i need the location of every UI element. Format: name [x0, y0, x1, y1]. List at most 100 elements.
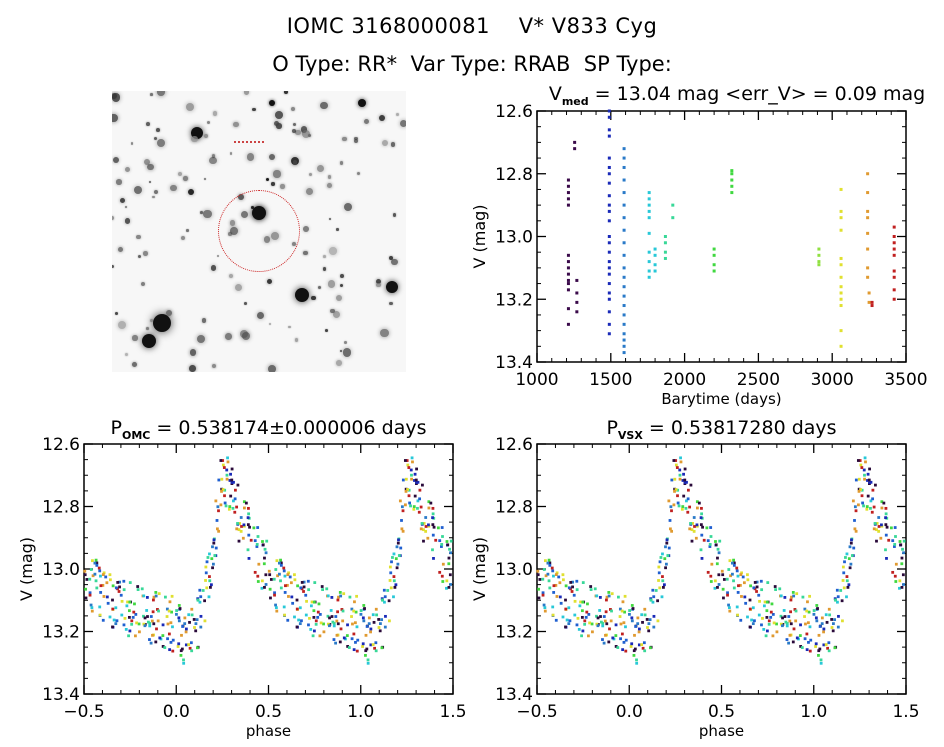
data-point [338, 640, 342, 644]
phase-chart-phase-vsx: −0.5 0.0 0.5 1.0 1.5 12.6 12.8 13.0 13.2 13.4 phas… [470, 435, 920, 740]
data-point [403, 459, 407, 462]
data-point [551, 569, 555, 573]
data-point [262, 562, 266, 566]
x-tick-label: 1.0 [347, 702, 374, 722]
data-point [727, 568, 731, 571]
data-point [548, 561, 552, 565]
data-point [161, 634, 165, 637]
data-point [564, 598, 567, 602]
data-point [332, 638, 336, 641]
data-point [90, 609, 94, 613]
star [323, 254, 327, 258]
data-point [401, 509, 405, 513]
data-point [449, 551, 452, 555]
data-point [362, 604, 366, 607]
data-point [206, 556, 210, 559]
data-point [395, 545, 399, 549]
data-point [152, 622, 156, 626]
data-point [637, 630, 641, 634]
data-point [781, 616, 784, 620]
data-point [575, 291, 579, 295]
data-point [265, 539, 269, 543]
data-point [607, 181, 611, 185]
x-axis-label: Barytime (days) [661, 390, 781, 408]
data-point [807, 610, 811, 614]
data-point [346, 623, 349, 627]
data-point [299, 586, 303, 590]
data-point [726, 591, 729, 595]
data-point [359, 609, 363, 612]
data-point [637, 627, 641, 631]
data-point [836, 625, 840, 629]
data-point [716, 556, 719, 560]
title-rest: = 0.538174±0.000006 days [150, 417, 427, 439]
data-point [835, 588, 839, 592]
data-point [289, 581, 293, 585]
data-point [603, 619, 607, 623]
data-point [630, 642, 634, 646]
data-point [309, 604, 313, 608]
series-season-1 [566, 140, 579, 326]
data-point [697, 501, 701, 505]
data-point [875, 539, 878, 543]
star [324, 328, 328, 332]
data-point [171, 649, 175, 653]
data-point [171, 625, 174, 629]
data-point [392, 552, 396, 556]
data-point [175, 609, 179, 612]
data-point [209, 583, 213, 587]
data-point [276, 574, 279, 578]
data-point [847, 557, 851, 561]
phase-chart-phase-omc: −0.5 0.0 0.5 1.0 1.5 12.6 12.8 13.0 13.2 13.4 phas… [17, 435, 467, 740]
star [268, 153, 275, 161]
data-point [88, 577, 92, 581]
data-point [892, 225, 896, 229]
data-point [416, 506, 419, 510]
star [154, 136, 158, 140]
data-point [684, 506, 688, 510]
data-point [678, 477, 682, 481]
data-point [884, 533, 888, 537]
data-point [746, 615, 749, 619]
data-point [108, 578, 112, 582]
x-tick-label: 3000 [811, 370, 854, 390]
data-point [154, 594, 158, 598]
star [207, 121, 211, 125]
data-point [730, 191, 734, 195]
data-point [882, 501, 886, 505]
star [311, 295, 316, 301]
data-point [212, 541, 216, 545]
data-point [283, 574, 287, 578]
data-point [692, 516, 696, 519]
data-point [566, 266, 570, 270]
data-point [819, 661, 823, 665]
data-point [672, 503, 676, 507]
data-point [570, 590, 574, 593]
data-point [808, 594, 812, 598]
data-point [247, 533, 251, 537]
data-point [827, 607, 831, 611]
data-point [618, 607, 622, 611]
data-point [223, 488, 227, 492]
phase-vsx-title: PVSX = 0.53817280 days [537, 417, 906, 442]
data-point [622, 216, 626, 220]
data-point [365, 647, 369, 651]
data-point [155, 627, 158, 631]
star [197, 335, 206, 344]
data-point [373, 646, 377, 650]
data-point [624, 625, 627, 629]
data-point [330, 596, 334, 599]
data-point [861, 501, 865, 505]
data-point [322, 630, 326, 634]
star [157, 91, 165, 96]
data-point [717, 573, 721, 577]
data-point [596, 624, 600, 628]
data-point [387, 599, 391, 603]
star [292, 160, 298, 165]
data-point [142, 594, 146, 598]
data-point [892, 269, 896, 273]
data-point [782, 609, 786, 612]
star [143, 251, 149, 257]
data-point [268, 573, 272, 577]
data-point [396, 541, 400, 545]
